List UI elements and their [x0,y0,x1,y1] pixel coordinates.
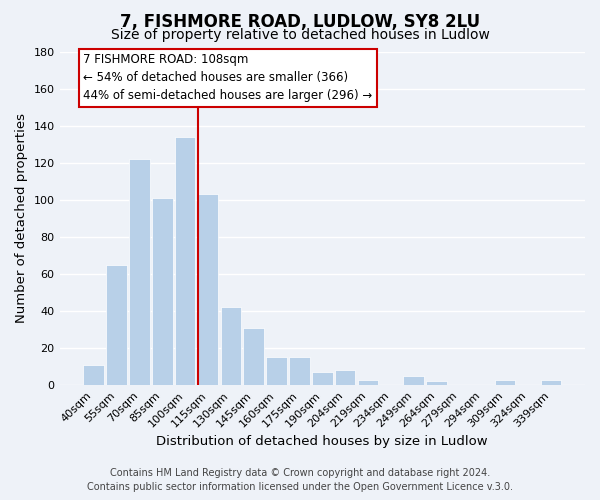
Bar [266,358,287,385]
Bar [129,159,150,385]
Bar [312,372,332,385]
Bar [358,380,378,385]
X-axis label: Distribution of detached houses by size in Ludlow: Distribution of detached houses by size … [157,434,488,448]
Text: 7 FISHMORE ROAD: 108sqm
← 54% of detached houses are smaller (366)
44% of semi-d: 7 FISHMORE ROAD: 108sqm ← 54% of detache… [83,54,373,102]
Text: 7, FISHMORE ROAD, LUDLOW, SY8 2LU: 7, FISHMORE ROAD, LUDLOW, SY8 2LU [120,12,480,30]
Bar [289,358,310,385]
Text: Size of property relative to detached houses in Ludlow: Size of property relative to detached ho… [110,28,490,42]
Y-axis label: Number of detached properties: Number of detached properties [15,114,28,324]
Bar [403,376,424,385]
Bar [426,382,447,385]
Bar [541,380,561,385]
Bar [175,137,196,385]
Bar [335,370,355,385]
Bar [495,380,515,385]
Text: Contains HM Land Registry data © Crown copyright and database right 2024.
Contai: Contains HM Land Registry data © Crown c… [87,468,513,492]
Bar [83,364,104,385]
Bar [152,198,173,385]
Bar [106,264,127,385]
Bar [198,194,218,385]
Bar [221,308,241,385]
Bar [244,328,264,385]
